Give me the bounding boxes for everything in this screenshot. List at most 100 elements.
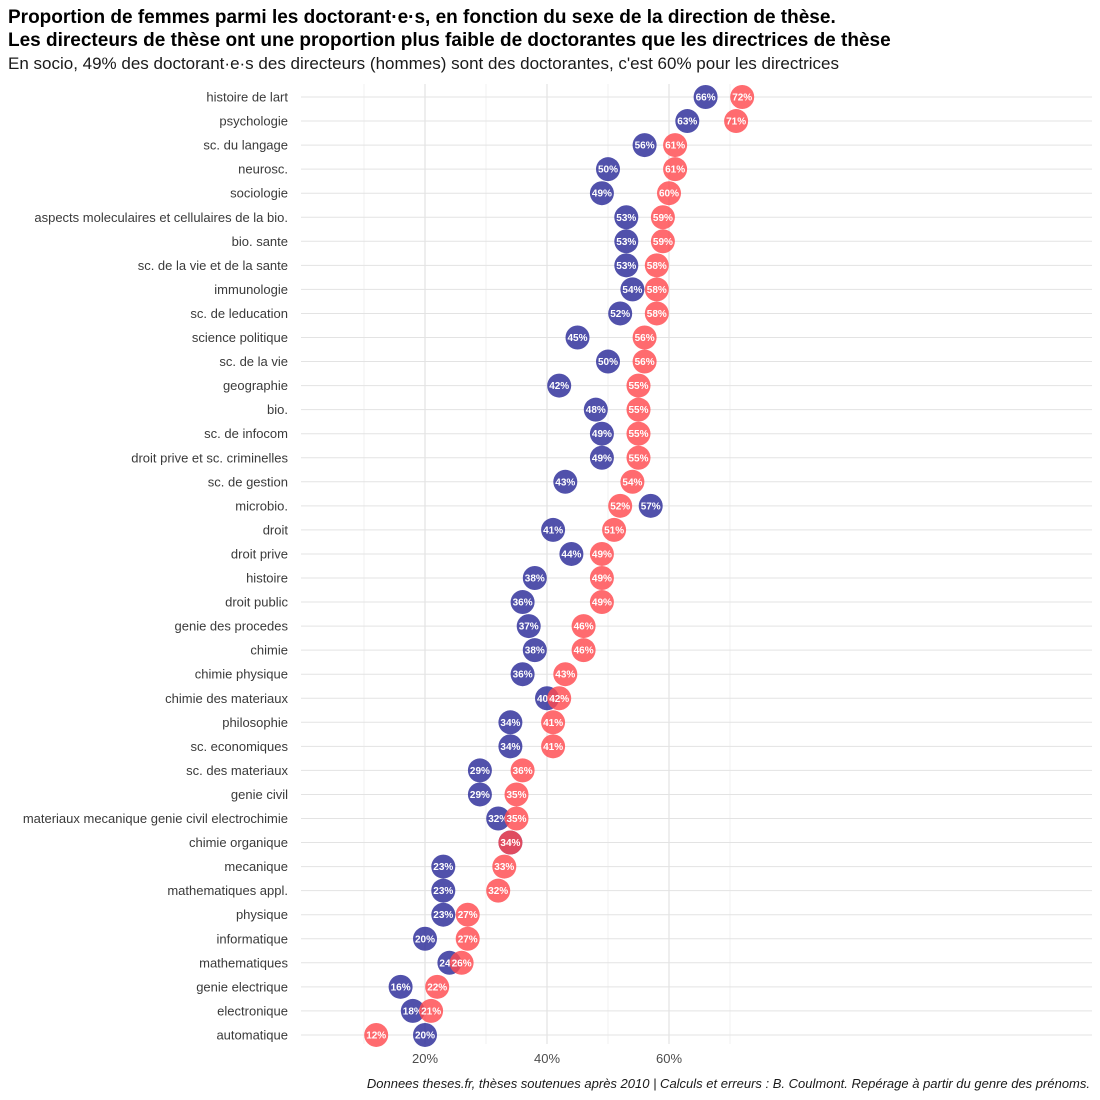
label-directrices: 35%: [506, 814, 526, 825]
label-directrices: 26%: [452, 958, 472, 969]
category-label: aspects moleculaires et cellulaires de l…: [34, 210, 288, 225]
label-directrices: 58%: [647, 285, 667, 296]
label-directeurs: 49%: [592, 429, 612, 440]
label-directeurs: 49%: [592, 189, 612, 200]
label-directrices: 72%: [732, 93, 752, 104]
category-label: mathematiques appl.: [167, 883, 288, 898]
label-directeurs: 36%: [513, 598, 533, 609]
label-directrices: 55%: [628, 429, 648, 440]
category-label: science politique: [192, 330, 288, 345]
category-label: droit: [263, 522, 289, 537]
point-directrices: [547, 686, 572, 711]
point-directeurs: [632, 133, 657, 158]
category-label: droit public: [225, 595, 288, 610]
point-directeurs: [413, 926, 437, 951]
point-directrices: [510, 758, 535, 783]
category-label: sc. de la vie: [219, 354, 288, 369]
point-directrices: [455, 902, 480, 927]
point-directeurs: [583, 397, 608, 422]
label-directrices: 35%: [506, 790, 526, 801]
point-directeurs: [589, 181, 614, 206]
point-directrices: [644, 253, 669, 278]
category-label: sc. de infocom: [204, 426, 288, 441]
label-directeurs: 29%: [470, 766, 490, 777]
label-directeurs: 20%: [415, 934, 435, 945]
point-directeurs: [565, 325, 590, 350]
label-directeurs: 40%: [537, 694, 557, 705]
label-directrices: 58%: [647, 261, 667, 272]
point-directrices: [541, 734, 566, 759]
label-directrices: 33%: [494, 862, 514, 873]
category-label: psychologie: [219, 114, 288, 129]
label-directrices: 61%: [665, 165, 685, 176]
point-directeurs: [614, 253, 639, 278]
category-label: geographie: [223, 378, 288, 393]
x-tick-label: 20%: [412, 1051, 438, 1066]
category-label: mecanique: [224, 859, 288, 874]
category-label: bio.: [267, 402, 288, 417]
point-directeurs: [693, 85, 718, 109]
label-directeurs: 34%: [500, 718, 520, 729]
point-directeurs: [638, 493, 663, 518]
category-label: bio. sante: [232, 234, 288, 249]
label-directeurs: 24%: [439, 958, 459, 969]
point-directeurs: [596, 157, 620, 182]
category-label: electronique: [217, 1003, 288, 1018]
point-directrices: [608, 493, 633, 518]
label-directeurs: 45%: [567, 333, 587, 344]
category-label: genie des procedes: [175, 619, 289, 634]
label-directrices: 54%: [622, 477, 642, 488]
label-directrices: 49%: [592, 574, 612, 585]
label-directrices: 58%: [647, 309, 667, 320]
label-directrices: 52%: [610, 501, 630, 512]
point-directeurs: [413, 1022, 437, 1047]
label-directrices: 36%: [513, 766, 533, 777]
point-directrices: [486, 878, 511, 903]
label-directrices: 49%: [592, 549, 612, 560]
label-directrices: 55%: [628, 405, 648, 416]
category-label: physique: [236, 907, 288, 922]
label-directrices: 22%: [427, 982, 447, 993]
category-label: materiaux mecanique genie civil electroc…: [23, 811, 288, 826]
point-directrices: [589, 566, 614, 590]
label-directeurs: 56%: [635, 141, 655, 152]
point-directrices: [589, 541, 614, 566]
x-tick-label: 40%: [534, 1051, 560, 1066]
x-tick-label: 60%: [656, 1051, 682, 1066]
point-directrices: [650, 229, 675, 254]
point-directrices: [571, 638, 596, 663]
category-label: immunologie: [214, 282, 288, 297]
category-label: histoire de lart: [206, 90, 288, 105]
point-directrices: [492, 854, 517, 879]
label-directeurs: 49%: [592, 453, 612, 464]
point-directrices: [504, 806, 529, 831]
point-directrices: [620, 469, 645, 494]
category-label: informatique: [216, 931, 288, 946]
label-directrices: 27%: [458, 934, 478, 945]
label-directrices: 21%: [421, 1006, 441, 1017]
point-directeurs: [614, 229, 639, 254]
point-directeurs: [388, 974, 413, 999]
category-label: chimie physique: [195, 667, 288, 682]
label-directeurs: 52%: [610, 309, 630, 320]
label-directrices: 56%: [635, 357, 655, 368]
point-directeurs: [467, 782, 492, 807]
point-directeurs: [559, 541, 584, 566]
point-directeurs: [589, 421, 614, 446]
point-directeurs: [541, 517, 566, 542]
label-directeurs: 34%: [500, 742, 520, 753]
point-directeurs: [431, 878, 456, 903]
point-directrices: [626, 397, 651, 422]
point-directrices: [571, 614, 596, 639]
label-directeurs: 29%: [470, 790, 490, 801]
point-directeurs: [589, 445, 614, 470]
label-directeurs: 54%: [622, 285, 642, 296]
point-directrices: [504, 782, 529, 807]
point-directeurs: [614, 205, 639, 230]
label-directeurs: 53%: [616, 213, 636, 224]
label-directrices: 49%: [592, 598, 612, 609]
label-directrices: 56%: [635, 333, 655, 344]
label-directrices: 55%: [628, 381, 648, 392]
